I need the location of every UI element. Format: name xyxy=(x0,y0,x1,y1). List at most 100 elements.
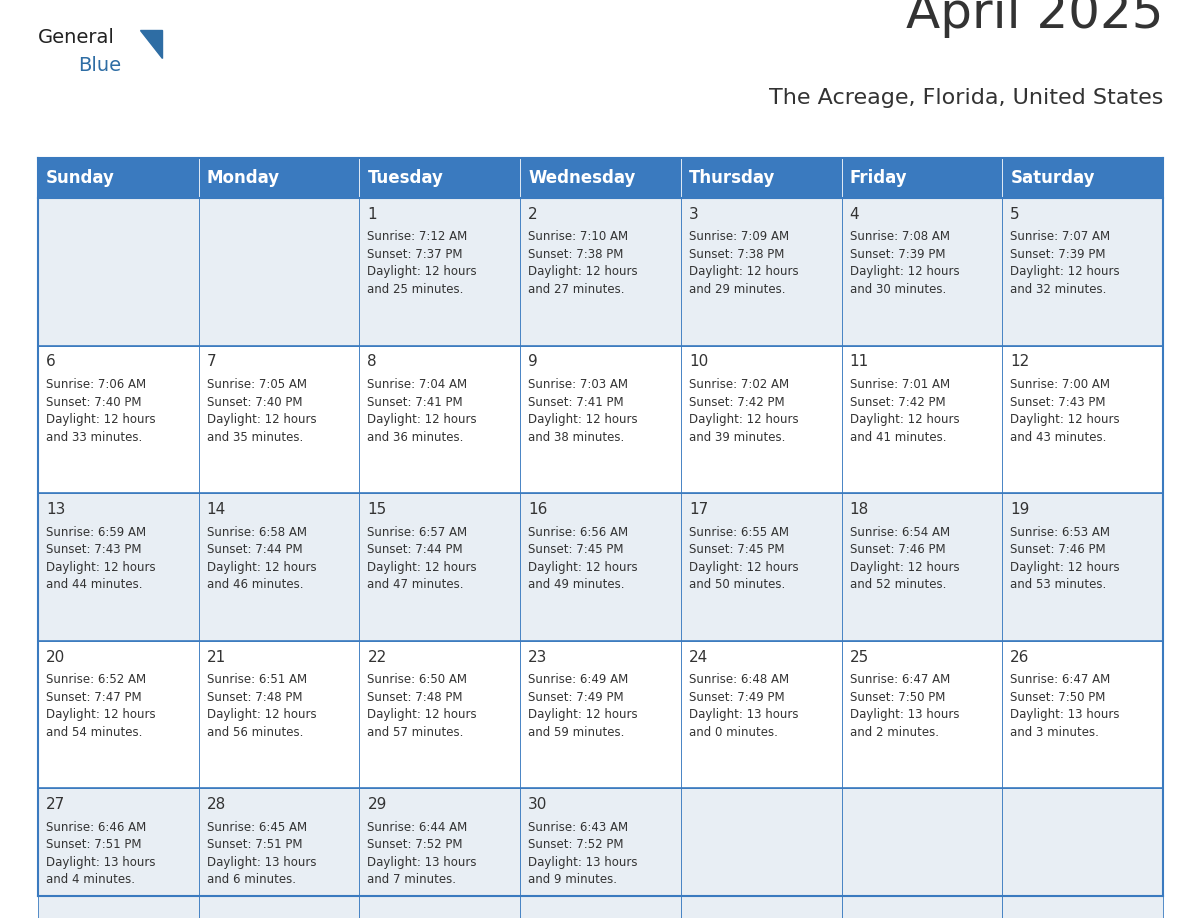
Bar xyxy=(520,641,681,789)
Text: Friday: Friday xyxy=(849,169,908,187)
Bar xyxy=(1003,493,1163,641)
Text: 7: 7 xyxy=(207,354,216,369)
Text: 16: 16 xyxy=(529,502,548,517)
Text: 2: 2 xyxy=(529,207,538,222)
Bar xyxy=(360,493,520,641)
Bar xyxy=(1003,345,1163,493)
Bar xyxy=(841,345,1003,493)
Text: Sunrise: 6:54 AM
Sunset: 7:46 PM
Daylight: 12 hours
and 52 minutes.: Sunrise: 6:54 AM Sunset: 7:46 PM Dayligh… xyxy=(849,526,959,591)
Bar xyxy=(360,789,520,918)
Text: Sunrise: 6:50 AM
Sunset: 7:48 PM
Daylight: 12 hours
and 57 minutes.: Sunrise: 6:50 AM Sunset: 7:48 PM Dayligh… xyxy=(367,673,478,739)
Text: 25: 25 xyxy=(849,650,868,665)
Bar xyxy=(520,158,681,198)
Bar xyxy=(198,158,360,198)
Bar xyxy=(38,158,198,198)
Bar xyxy=(198,789,360,918)
Text: 15: 15 xyxy=(367,502,387,517)
Bar xyxy=(360,198,520,345)
Text: Wednesday: Wednesday xyxy=(529,169,636,187)
Bar xyxy=(1003,158,1163,198)
Bar xyxy=(1003,641,1163,789)
Bar xyxy=(360,641,520,789)
Bar xyxy=(841,493,1003,641)
Text: Sunday: Sunday xyxy=(46,169,115,187)
Text: 13: 13 xyxy=(46,502,65,517)
Text: Sunrise: 7:07 AM
Sunset: 7:39 PM
Daylight: 12 hours
and 32 minutes.: Sunrise: 7:07 AM Sunset: 7:39 PM Dayligh… xyxy=(1010,230,1120,296)
Text: Sunrise: 6:56 AM
Sunset: 7:45 PM
Daylight: 12 hours
and 49 minutes.: Sunrise: 6:56 AM Sunset: 7:45 PM Dayligh… xyxy=(529,526,638,591)
Text: Sunrise: 6:49 AM
Sunset: 7:49 PM
Daylight: 12 hours
and 59 minutes.: Sunrise: 6:49 AM Sunset: 7:49 PM Dayligh… xyxy=(529,673,638,739)
Text: Sunrise: 7:09 AM
Sunset: 7:38 PM
Daylight: 12 hours
and 29 minutes.: Sunrise: 7:09 AM Sunset: 7:38 PM Dayligh… xyxy=(689,230,798,296)
Text: Sunrise: 7:01 AM
Sunset: 7:42 PM
Daylight: 12 hours
and 41 minutes.: Sunrise: 7:01 AM Sunset: 7:42 PM Dayligh… xyxy=(849,378,959,443)
Bar xyxy=(681,345,841,493)
Bar xyxy=(681,789,841,918)
Text: Sunrise: 6:51 AM
Sunset: 7:48 PM
Daylight: 12 hours
and 56 minutes.: Sunrise: 6:51 AM Sunset: 7:48 PM Dayligh… xyxy=(207,673,316,739)
Bar xyxy=(841,198,1003,345)
Bar xyxy=(38,345,198,493)
Text: Sunrise: 6:58 AM
Sunset: 7:44 PM
Daylight: 12 hours
and 46 minutes.: Sunrise: 6:58 AM Sunset: 7:44 PM Dayligh… xyxy=(207,526,316,591)
Text: 23: 23 xyxy=(529,650,548,665)
Text: 19: 19 xyxy=(1010,502,1030,517)
Text: Sunrise: 6:44 AM
Sunset: 7:52 PM
Daylight: 13 hours
and 7 minutes.: Sunrise: 6:44 AM Sunset: 7:52 PM Dayligh… xyxy=(367,821,476,887)
Text: Monday: Monday xyxy=(207,169,280,187)
Polygon shape xyxy=(140,30,162,58)
Text: 6: 6 xyxy=(46,354,56,369)
Text: 17: 17 xyxy=(689,502,708,517)
Text: 29: 29 xyxy=(367,797,387,812)
Text: Sunrise: 6:43 AM
Sunset: 7:52 PM
Daylight: 13 hours
and 9 minutes.: Sunrise: 6:43 AM Sunset: 7:52 PM Dayligh… xyxy=(529,821,638,887)
Bar xyxy=(198,198,360,345)
Text: 20: 20 xyxy=(46,650,65,665)
Text: 8: 8 xyxy=(367,354,377,369)
Bar xyxy=(681,158,841,198)
Text: 26: 26 xyxy=(1010,650,1030,665)
Bar xyxy=(38,198,198,345)
Text: 4: 4 xyxy=(849,207,859,222)
Bar xyxy=(841,158,1003,198)
Text: Sunrise: 6:52 AM
Sunset: 7:47 PM
Daylight: 12 hours
and 54 minutes.: Sunrise: 6:52 AM Sunset: 7:47 PM Dayligh… xyxy=(46,673,156,739)
Bar xyxy=(520,198,681,345)
Text: 30: 30 xyxy=(529,797,548,812)
Bar xyxy=(520,345,681,493)
Text: 14: 14 xyxy=(207,502,226,517)
Bar xyxy=(681,641,841,789)
Text: The Acreage, Florida, United States: The Acreage, Florida, United States xyxy=(769,88,1163,108)
Text: 5: 5 xyxy=(1010,207,1020,222)
Text: 1: 1 xyxy=(367,207,377,222)
Text: Blue: Blue xyxy=(78,56,121,75)
Bar xyxy=(681,493,841,641)
Bar xyxy=(38,641,198,789)
Bar xyxy=(38,789,198,918)
Text: 27: 27 xyxy=(46,797,65,812)
Bar xyxy=(360,158,520,198)
Text: Saturday: Saturday xyxy=(1010,169,1095,187)
Text: 21: 21 xyxy=(207,650,226,665)
Bar xyxy=(841,641,1003,789)
Bar xyxy=(1003,789,1163,918)
Text: Sunrise: 7:00 AM
Sunset: 7:43 PM
Daylight: 12 hours
and 43 minutes.: Sunrise: 7:00 AM Sunset: 7:43 PM Dayligh… xyxy=(1010,378,1120,443)
Text: Thursday: Thursday xyxy=(689,169,776,187)
Text: Sunrise: 6:53 AM
Sunset: 7:46 PM
Daylight: 12 hours
and 53 minutes.: Sunrise: 6:53 AM Sunset: 7:46 PM Dayligh… xyxy=(1010,526,1120,591)
Text: Sunrise: 7:03 AM
Sunset: 7:41 PM
Daylight: 12 hours
and 38 minutes.: Sunrise: 7:03 AM Sunset: 7:41 PM Dayligh… xyxy=(529,378,638,443)
Text: Sunrise: 6:45 AM
Sunset: 7:51 PM
Daylight: 13 hours
and 6 minutes.: Sunrise: 6:45 AM Sunset: 7:51 PM Dayligh… xyxy=(207,821,316,887)
Text: 10: 10 xyxy=(689,354,708,369)
Text: Sunrise: 7:10 AM
Sunset: 7:38 PM
Daylight: 12 hours
and 27 minutes.: Sunrise: 7:10 AM Sunset: 7:38 PM Dayligh… xyxy=(529,230,638,296)
Text: Sunrise: 7:12 AM
Sunset: 7:37 PM
Daylight: 12 hours
and 25 minutes.: Sunrise: 7:12 AM Sunset: 7:37 PM Dayligh… xyxy=(367,230,478,296)
Text: Sunrise: 7:06 AM
Sunset: 7:40 PM
Daylight: 12 hours
and 33 minutes.: Sunrise: 7:06 AM Sunset: 7:40 PM Dayligh… xyxy=(46,378,156,443)
Text: Sunrise: 6:57 AM
Sunset: 7:44 PM
Daylight: 12 hours
and 47 minutes.: Sunrise: 6:57 AM Sunset: 7:44 PM Dayligh… xyxy=(367,526,478,591)
Text: April 2025: April 2025 xyxy=(905,0,1163,38)
Text: Tuesday: Tuesday xyxy=(367,169,443,187)
Text: Sunrise: 6:48 AM
Sunset: 7:49 PM
Daylight: 13 hours
and 0 minutes.: Sunrise: 6:48 AM Sunset: 7:49 PM Dayligh… xyxy=(689,673,798,739)
Text: Sunrise: 7:04 AM
Sunset: 7:41 PM
Daylight: 12 hours
and 36 minutes.: Sunrise: 7:04 AM Sunset: 7:41 PM Dayligh… xyxy=(367,378,478,443)
Text: 24: 24 xyxy=(689,650,708,665)
Text: 18: 18 xyxy=(849,502,868,517)
Bar xyxy=(681,198,841,345)
Text: 3: 3 xyxy=(689,207,699,222)
Text: Sunrise: 6:47 AM
Sunset: 7:50 PM
Daylight: 13 hours
and 3 minutes.: Sunrise: 6:47 AM Sunset: 7:50 PM Dayligh… xyxy=(1010,673,1120,739)
Text: Sunrise: 6:47 AM
Sunset: 7:50 PM
Daylight: 13 hours
and 2 minutes.: Sunrise: 6:47 AM Sunset: 7:50 PM Dayligh… xyxy=(849,673,959,739)
Text: 22: 22 xyxy=(367,650,387,665)
Text: 28: 28 xyxy=(207,797,226,812)
Text: 9: 9 xyxy=(529,354,538,369)
Bar xyxy=(198,345,360,493)
Bar xyxy=(198,641,360,789)
Text: 12: 12 xyxy=(1010,354,1030,369)
Text: Sunrise: 6:55 AM
Sunset: 7:45 PM
Daylight: 12 hours
and 50 minutes.: Sunrise: 6:55 AM Sunset: 7:45 PM Dayligh… xyxy=(689,526,798,591)
